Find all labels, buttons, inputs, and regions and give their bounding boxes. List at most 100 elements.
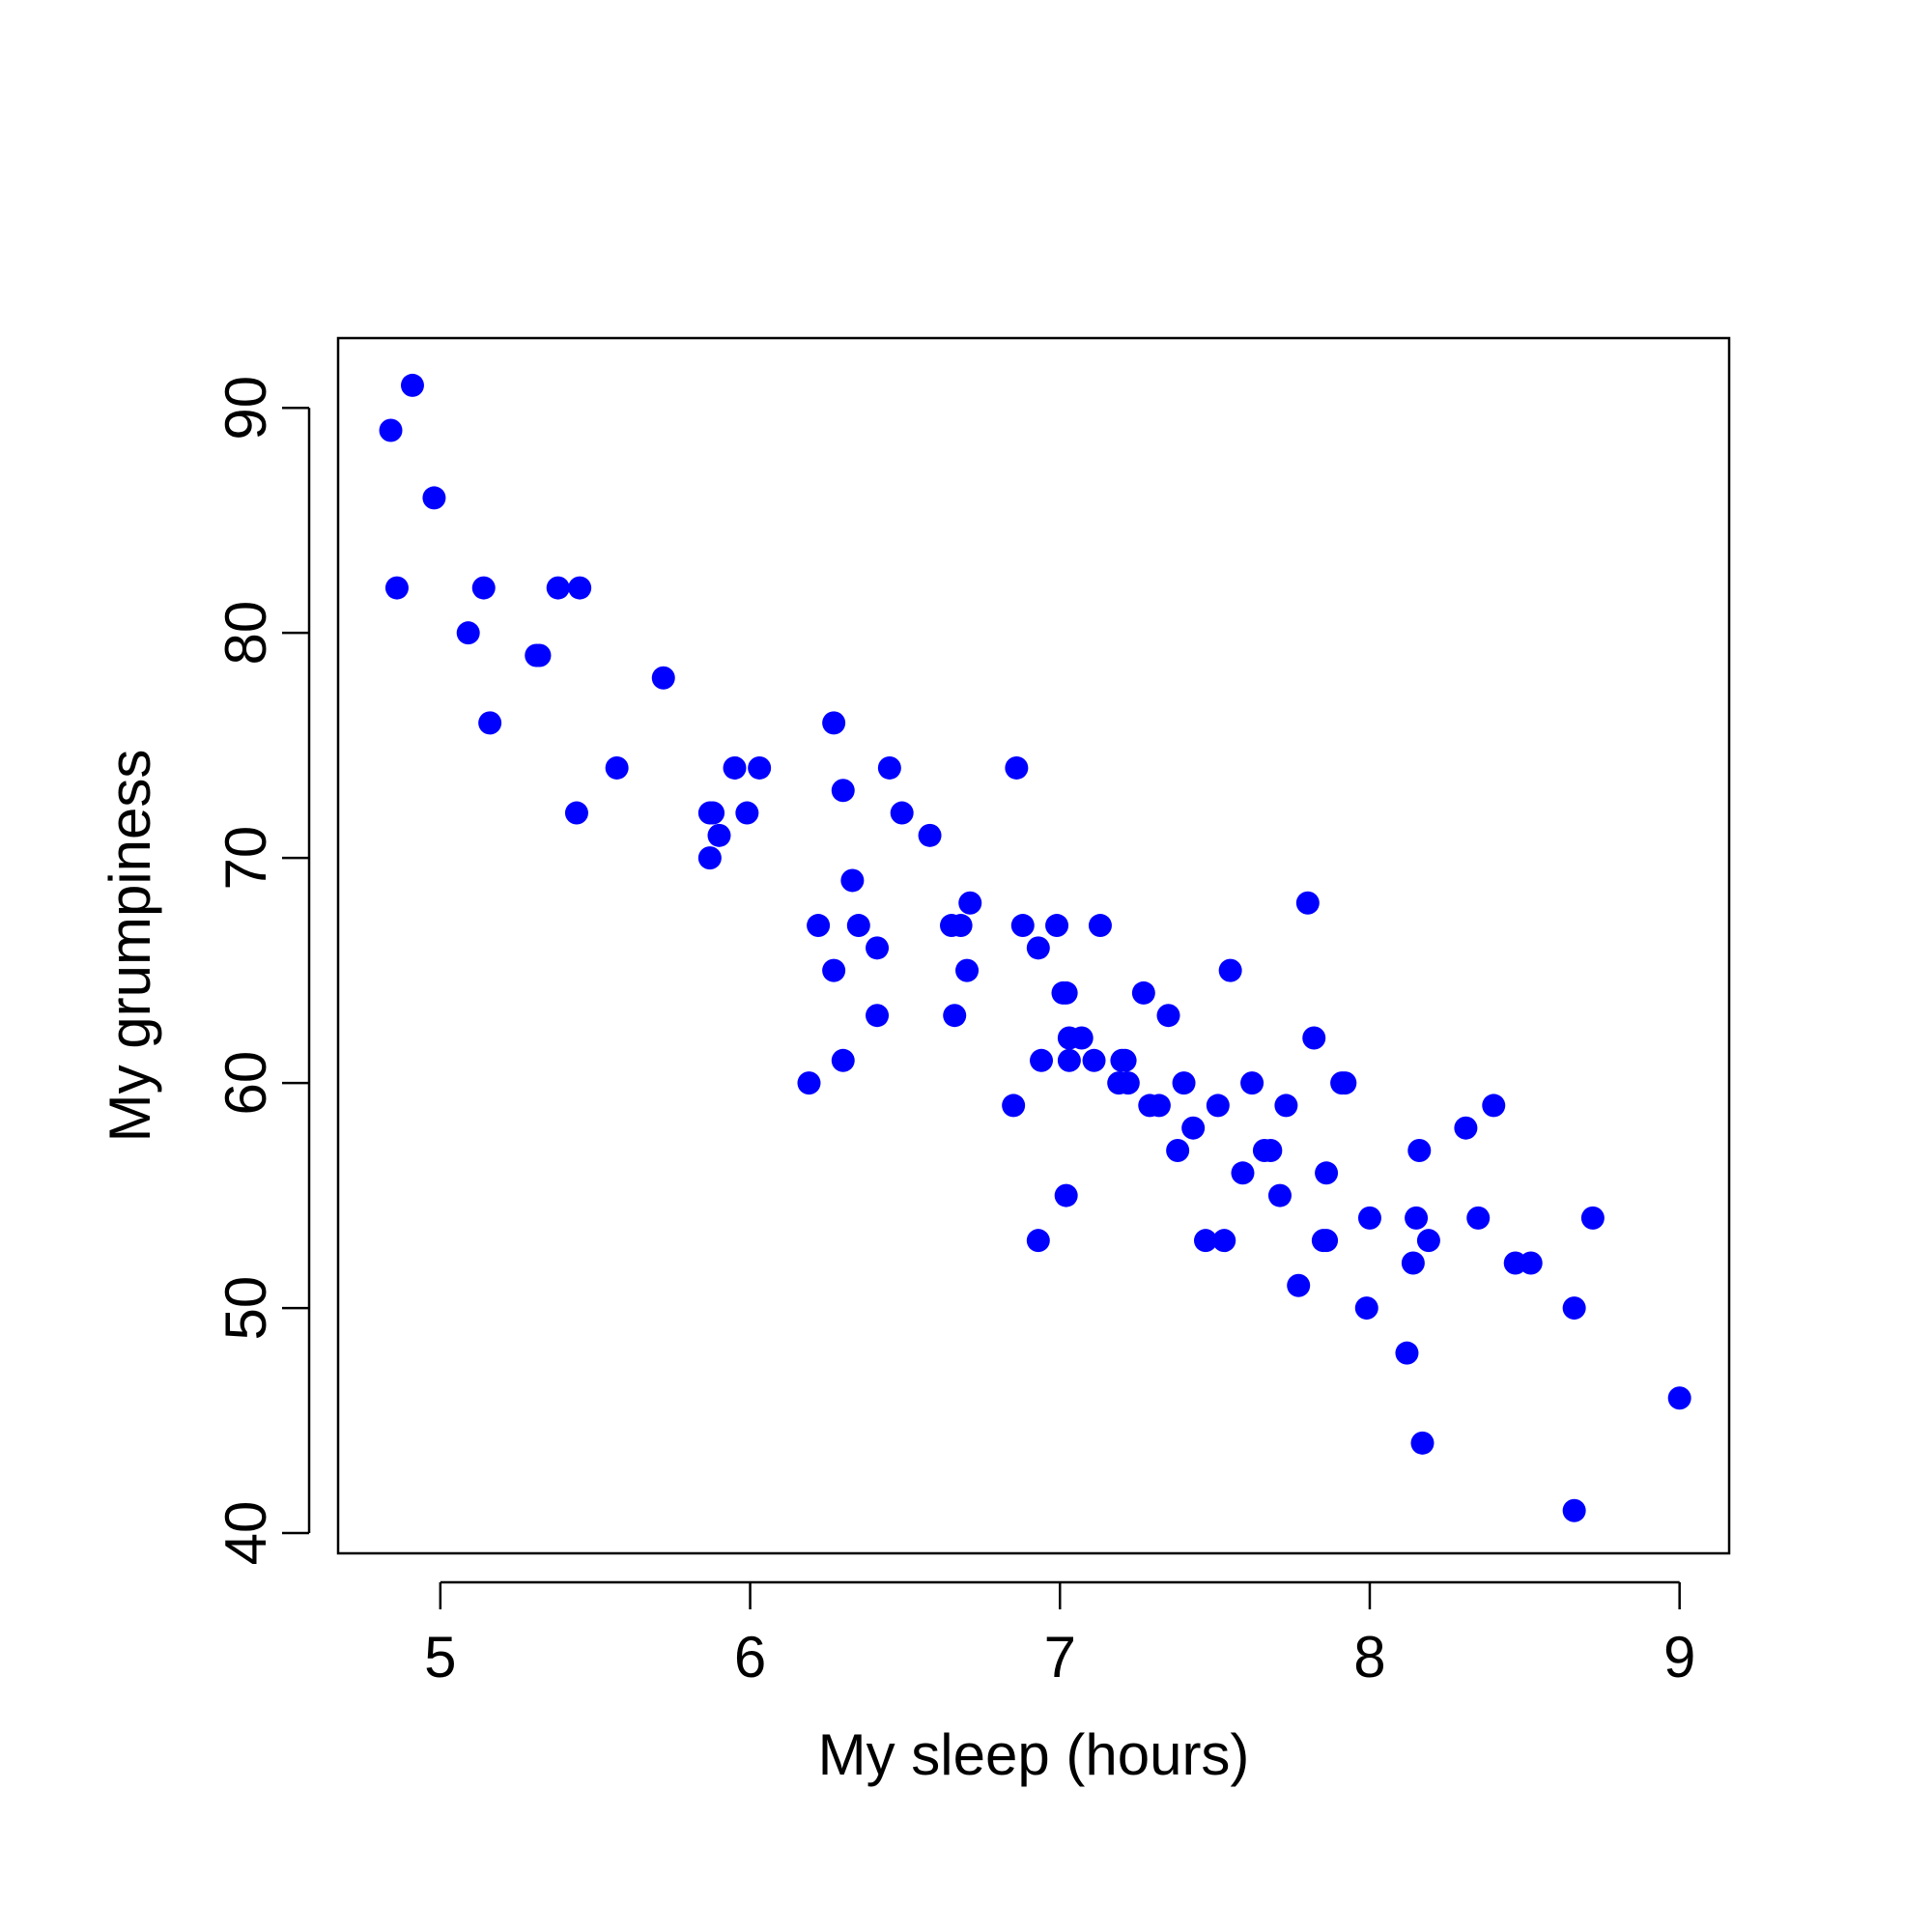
data-point <box>1407 1138 1432 1162</box>
data-point <box>1454 1116 1478 1140</box>
data-point <box>1069 1026 1094 1050</box>
x-tick-label: 9 <box>1663 1625 1695 1690</box>
data-point <box>1156 1004 1180 1028</box>
data-point <box>877 755 901 780</box>
data-point <box>707 823 731 847</box>
data-point <box>1231 1161 1255 1185</box>
data-point <box>546 576 570 600</box>
data-point <box>866 1004 890 1028</box>
data-point <box>527 643 552 668</box>
x-axis-title: My sleep (hours) <box>818 1722 1250 1787</box>
data-point <box>1116 1071 1140 1095</box>
data-point <box>651 666 675 690</box>
data-point <box>1057 1048 1081 1072</box>
y-axis: 40 50 60 70 80 90 <box>213 376 311 1566</box>
data-point <box>1354 1296 1378 1321</box>
data-point <box>890 801 914 825</box>
y-tick-label: 40 <box>213 1501 278 1566</box>
data-point <box>564 801 588 825</box>
data-point <box>955 958 980 982</box>
y-tick-label: 70 <box>213 826 278 891</box>
data-point <box>1259 1138 1283 1162</box>
data-point <box>1113 1048 1137 1072</box>
y-tick-label: 80 <box>213 601 278 666</box>
y-tick-label: 60 <box>213 1051 278 1116</box>
data-point <box>831 779 855 803</box>
data-point <box>471 576 496 600</box>
data-point <box>1088 914 1112 938</box>
data-point <box>918 823 942 847</box>
data-point <box>1667 1386 1691 1410</box>
y-axis-title: My grumpiness <box>98 750 162 1143</box>
data-point <box>1333 1071 1357 1095</box>
data-point <box>723 755 747 780</box>
data-point <box>748 755 772 780</box>
data-point <box>1416 1229 1440 1253</box>
data-point <box>1147 1094 1171 1118</box>
data-point <box>701 801 725 825</box>
data-point <box>822 711 846 735</box>
data-point <box>1580 1206 1605 1230</box>
data-point <box>1302 1026 1326 1050</box>
data-point <box>797 1071 821 1095</box>
data-point <box>866 936 890 960</box>
x-tick-label: 7 <box>1044 1625 1076 1690</box>
data-point <box>1054 1183 1078 1208</box>
data-point <box>822 958 846 982</box>
data-point <box>1466 1206 1491 1230</box>
points-layer <box>379 373 1691 1522</box>
data-point <box>846 914 870 938</box>
data-point <box>1315 1229 1339 1253</box>
data-point <box>1410 1431 1435 1455</box>
plot-frame <box>336 336 1731 1555</box>
data-point <box>422 486 446 510</box>
data-point <box>807 914 831 938</box>
data-point <box>1005 755 1029 780</box>
data-point <box>568 576 592 600</box>
x-axis: 5 6 7 8 9 <box>424 1580 1695 1690</box>
x-tick-label: 6 <box>734 1625 766 1690</box>
data-point <box>1287 1273 1311 1297</box>
data-point <box>384 576 409 600</box>
data-point <box>1181 1116 1206 1140</box>
data-point <box>1519 1251 1543 1275</box>
data-point <box>735 801 759 825</box>
data-point <box>1206 1094 1230 1118</box>
data-point <box>1002 1094 1026 1118</box>
data-point <box>400 373 424 397</box>
data-point <box>1026 936 1050 960</box>
data-point <box>1082 1048 1106 1072</box>
data-point <box>1166 1138 1190 1162</box>
data-point <box>1295 891 1320 915</box>
data-point <box>1274 1094 1298 1118</box>
data-point <box>1030 1048 1054 1072</box>
data-point <box>1401 1251 1425 1275</box>
data-point <box>1026 1229 1050 1253</box>
data-point <box>1131 980 1155 1005</box>
data-point <box>1045 914 1069 938</box>
data-point <box>1482 1094 1506 1118</box>
data-point <box>478 711 502 735</box>
x-tick-label: 8 <box>1353 1625 1385 1690</box>
data-point <box>1054 980 1078 1005</box>
data-point <box>1357 1206 1381 1230</box>
data-point <box>379 418 403 442</box>
data-point <box>1218 958 1242 982</box>
x-tick-label: 5 <box>424 1625 456 1690</box>
data-point <box>697 846 722 870</box>
data-point <box>1010 914 1035 938</box>
data-point <box>949 914 973 938</box>
data-point <box>840 868 865 893</box>
data-point <box>1405 1206 1429 1230</box>
data-point <box>1172 1071 1196 1095</box>
data-point <box>1267 1183 1292 1208</box>
data-point <box>1315 1161 1339 1185</box>
data-point <box>958 891 982 915</box>
data-point <box>1212 1229 1236 1253</box>
data-point <box>1562 1296 1586 1321</box>
data-point <box>943 1004 967 1028</box>
data-point <box>1240 1071 1264 1095</box>
data-point <box>456 621 480 645</box>
y-tick-label: 50 <box>213 1276 278 1341</box>
